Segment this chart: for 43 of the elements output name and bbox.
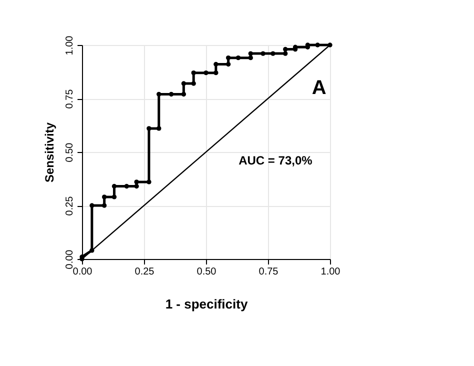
x-axis-title: 1 - specificity (165, 296, 248, 312)
point (248, 56, 253, 60)
annotation: A (312, 76, 326, 99)
point (260, 51, 266, 56)
point (156, 126, 162, 131)
point (102, 194, 107, 200)
point (236, 56, 241, 60)
point (90, 203, 94, 208)
point (226, 62, 231, 67)
x-tick-label: 0.75 (258, 266, 279, 278)
point (146, 180, 152, 184)
point (283, 51, 288, 56)
x-tick-label: 0.25 (134, 266, 155, 278)
point (134, 184, 139, 189)
point (226, 56, 231, 60)
y-tick-label: 1.00 (64, 35, 76, 56)
point (283, 46, 288, 52)
point (270, 51, 276, 56)
point (214, 70, 218, 76)
point (146, 126, 152, 131)
x-tick-label: 0.50 (196, 266, 217, 278)
point (156, 92, 162, 97)
point (181, 81, 186, 86)
point (214, 62, 218, 67)
point (134, 180, 139, 184)
point (124, 184, 129, 189)
y-tick-label: 0.25 (64, 196, 76, 216)
annotation: AUC = 73,0% (238, 154, 313, 168)
y-axis-title: Sensitivity (42, 122, 56, 183)
point (181, 92, 186, 97)
point (191, 70, 196, 76)
point (112, 184, 117, 189)
y-tick-label: 0.50 (64, 142, 76, 162)
x-tick-label: 1.00 (320, 266, 341, 278)
point (248, 51, 253, 56)
point (102, 203, 107, 208)
point (191, 81, 196, 86)
point (315, 42, 320, 48)
point (168, 92, 174, 97)
point (204, 70, 208, 76)
y-tick-label: 0.75 (64, 88, 76, 109)
point (112, 194, 117, 200)
x-tick-label: 0.00 (72, 266, 93, 278)
